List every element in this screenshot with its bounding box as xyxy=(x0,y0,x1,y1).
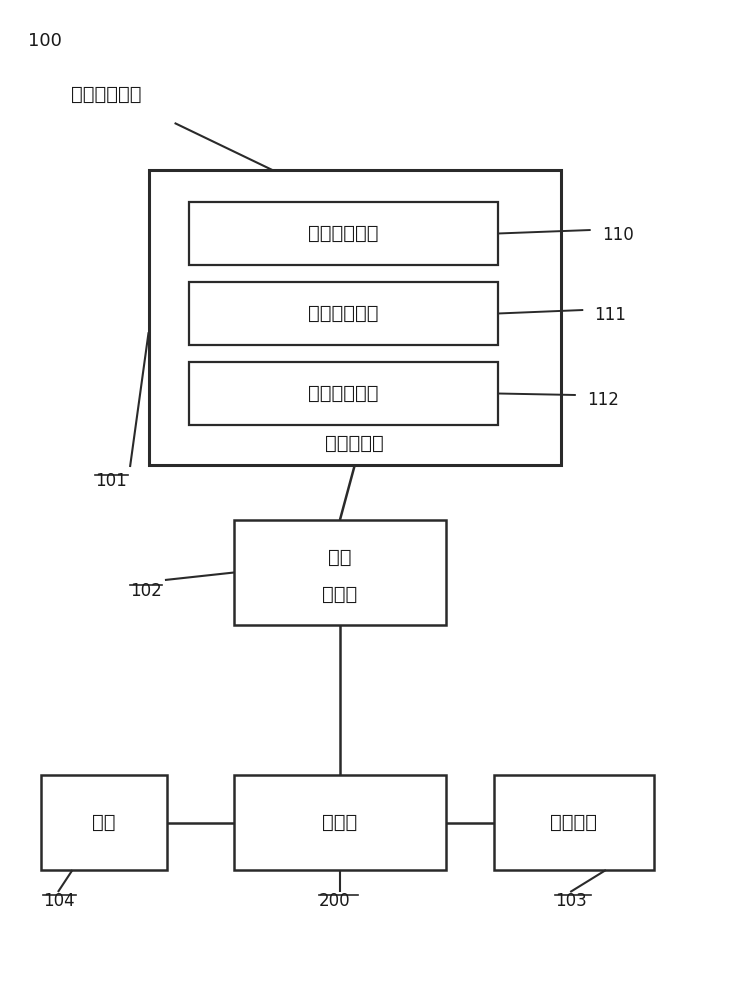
Bar xyxy=(189,202,498,265)
Text: 100: 100 xyxy=(28,32,62,50)
Text: 图像采集器: 图像采集器 xyxy=(325,434,384,452)
Text: 102: 102 xyxy=(130,582,162,600)
Text: 第三摄像单元: 第三摄像单元 xyxy=(308,384,379,403)
Text: 110: 110 xyxy=(602,226,634,244)
Text: 103: 103 xyxy=(556,892,587,910)
Text: 传感器: 传感器 xyxy=(322,585,357,604)
Text: 图像采集装置: 图像采集装置 xyxy=(71,85,141,104)
Bar xyxy=(494,775,654,870)
Text: 第一摄像单元: 第一摄像单元 xyxy=(308,224,379,243)
Text: 104: 104 xyxy=(43,892,75,910)
Text: 电源模块: 电源模块 xyxy=(551,813,597,832)
Bar xyxy=(189,282,498,345)
Text: 支架: 支架 xyxy=(92,813,116,832)
Text: 200: 200 xyxy=(319,892,351,910)
Text: 101: 101 xyxy=(95,472,127,490)
Text: 第二摄像单元: 第二摄像单元 xyxy=(308,304,379,323)
Bar xyxy=(189,362,498,425)
Bar xyxy=(234,520,446,625)
Bar xyxy=(41,775,167,870)
Bar xyxy=(234,775,446,870)
Bar xyxy=(149,170,561,465)
Text: 112: 112 xyxy=(587,391,619,409)
Text: 图像: 图像 xyxy=(328,548,351,567)
Text: 111: 111 xyxy=(594,306,626,324)
Text: 控制器: 控制器 xyxy=(322,813,357,832)
